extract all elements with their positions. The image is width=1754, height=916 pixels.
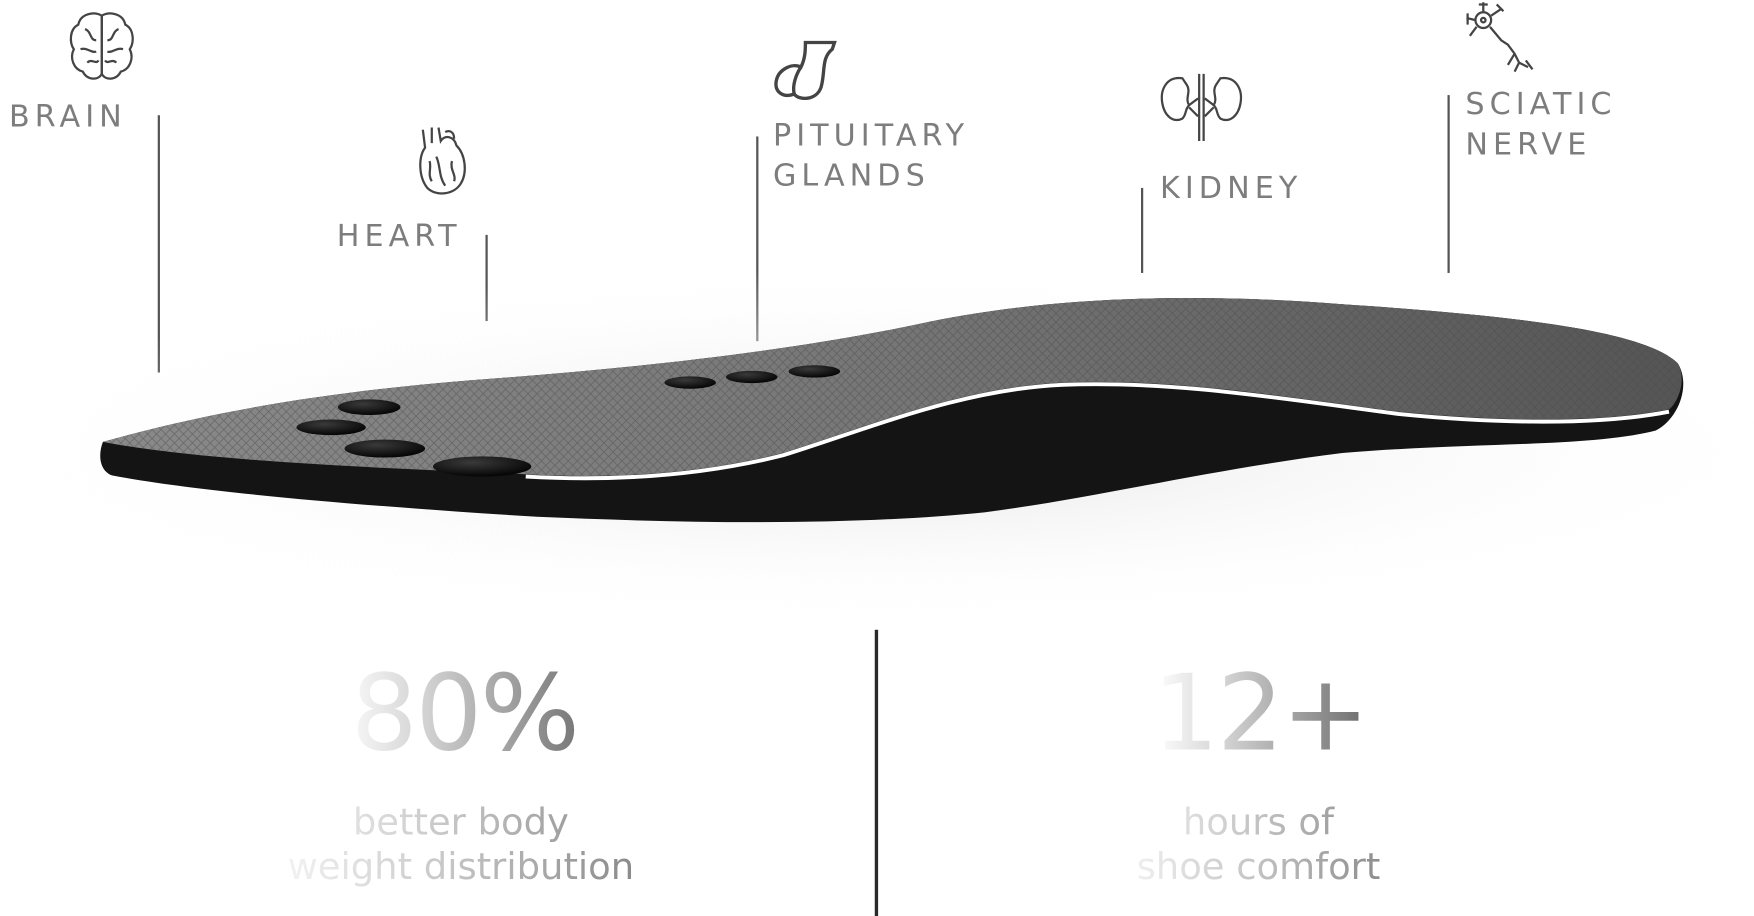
caption-line: weight distribution <box>287 844 635 889</box>
insole-edge-highlight <box>525 382 1670 481</box>
organ-label-brain: BRAIN <box>9 97 127 137</box>
neuron-icon <box>1463 0 1537 74</box>
caption-line: hours of <box>1182 799 1334 844</box>
pressure-point <box>344 439 426 458</box>
brain-icon <box>67 9 136 83</box>
pressure-point <box>337 399 401 416</box>
organ-label-pituitary-glands: PITUITARY GLANDS <box>773 116 969 197</box>
stat-value-comfort-hours: 12+ <box>1152 653 1369 776</box>
pointer-line-brain <box>157 115 160 373</box>
pressure-points <box>296 365 841 477</box>
kidney-icon <box>1158 72 1245 146</box>
stat-value-weight-distribution: 80% <box>336 662 593 767</box>
pressure-point <box>664 376 716 389</box>
pointer-line-kidney <box>1140 187 1143 273</box>
pressure-point <box>725 370 778 384</box>
pressure-point <box>432 456 532 477</box>
caption-line: shoe comfort <box>1136 844 1381 889</box>
pointer-line-sciatic <box>1447 95 1450 273</box>
insole-image <box>0 268 1754 627</box>
heart-icon <box>416 123 470 197</box>
organ-label-heart: HEART <box>337 217 462 257</box>
stats-divider <box>874 629 878 916</box>
label-line: GLANDS <box>772 158 930 194</box>
label-line: BRAIN <box>8 99 127 135</box>
organ-label-sciatic-nerve: SCIATIC NERVE <box>1465 85 1616 166</box>
label-line: HEART <box>336 219 462 254</box>
pressure-point <box>296 419 366 436</box>
insole-mesh-texture <box>102 298 1682 477</box>
organ-label-kidney: KIDNEY <box>1160 169 1302 209</box>
stat-caption-weight-distribution: better body weight distribution <box>237 800 684 889</box>
pituitary-gland-icon <box>772 38 839 103</box>
label-line: PITUITARY <box>772 118 970 154</box>
label-line: KIDNEY <box>1160 171 1303 206</box>
pressure-point <box>788 365 841 378</box>
pointer-line-heart <box>485 234 488 322</box>
label-line: SCIATIC <box>1465 87 1617 122</box>
pointer-line-pituitary <box>756 136 758 342</box>
caption-line: better body <box>352 799 569 844</box>
label-line: NERVE <box>1465 127 1592 163</box>
stat-caption-comfort-hours: hours of shoe comfort <box>1091 800 1427 889</box>
